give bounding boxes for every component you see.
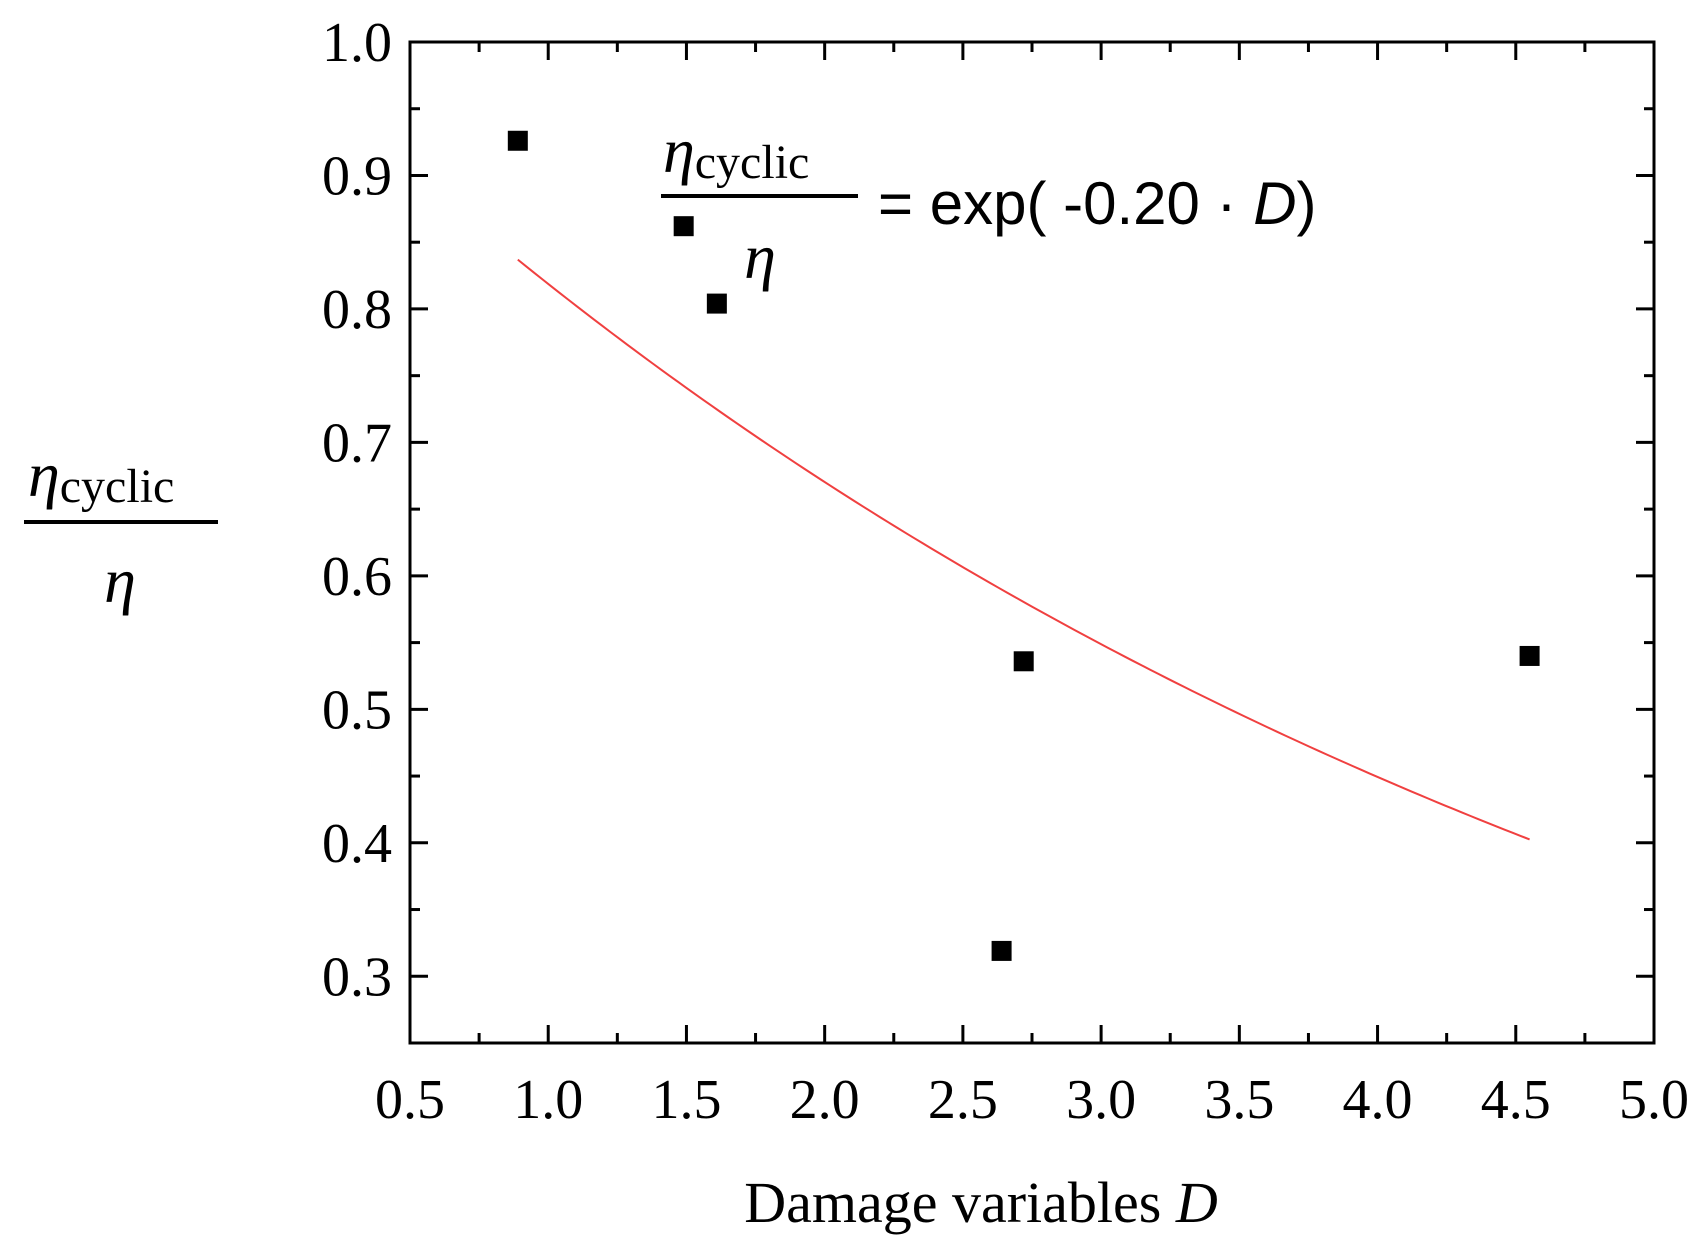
fit-equation-annotation: ηcyclic η = exp( -0.20 · D): [661, 115, 1317, 292]
equation-rhs-suffix: ): [1297, 170, 1317, 237]
data-point: [706, 293, 727, 314]
x-axis-title: Damage variables D: [744, 1170, 1218, 1235]
y-axis-title-denominator: η: [104, 545, 136, 616]
x-axis-title-variable: D: [1175, 1170, 1218, 1235]
x-tick-label: 4.0: [1343, 1069, 1413, 1131]
equation-rhs-prefix: exp( -0.20 ·: [930, 170, 1253, 237]
data-point: [1519, 645, 1540, 666]
y-axis-title-numerator-symbol: η: [28, 439, 60, 510]
y-tick-label: 0.5: [322, 679, 392, 741]
svg-text:ηcyclic: ηcyclic: [28, 439, 174, 513]
x-axis-tick-labels: 0.5 1.0 1.5 2.0 2.5 3.0 3.5 4.0 4.5 5.0: [375, 1069, 1689, 1131]
fit-curve-line: [517, 258, 1530, 841]
x-tick-label: 4.5: [1481, 1069, 1551, 1131]
y-axis-title: ηcyclic η: [24, 439, 218, 616]
x-tick-label: 1.0: [513, 1069, 583, 1131]
y-tick-label: 0.7: [322, 412, 392, 474]
x-tick-label: 2.5: [928, 1069, 998, 1131]
x-tick-label: 1.5: [651, 1069, 721, 1131]
data-points: [507, 130, 1540, 961]
equation-numerator-symbol: η: [663, 115, 695, 186]
y-axis-title-numerator-subscript: cyclic: [60, 460, 175, 513]
equation-denominator: η: [744, 221, 776, 292]
data-point: [673, 216, 694, 237]
x-tick-label: 3.0: [1066, 1069, 1136, 1131]
svg-text:= exp( -0.20 · D): = exp( -0.20 · D): [878, 170, 1317, 237]
x-tick-label: 2.0: [790, 1069, 860, 1131]
x-axis-title-text: Damage variables: [744, 1170, 1161, 1235]
data-point: [507, 130, 528, 151]
y-axis-ticks: [410, 40, 1654, 978]
equation-equals: =: [878, 170, 913, 237]
x-axis-ticks: [408, 42, 1656, 1043]
y-tick-label: 0.3: [322, 946, 392, 1008]
y-axis-tick-labels: 0.3 0.4 0.5 0.6 0.7 0.8 0.9 1.0: [322, 12, 392, 1008]
equation-rhs-variable: D: [1253, 170, 1296, 237]
y-tick-label: 0.6: [322, 546, 392, 608]
x-tick-label: 3.5: [1204, 1069, 1274, 1131]
data-point: [1013, 651, 1034, 672]
y-tick-label: 0.8: [322, 279, 392, 341]
x-tick-label: 5.0: [1619, 1069, 1689, 1131]
x-tick-label: 0.5: [375, 1069, 445, 1131]
y-tick-label: 1.0: [322, 12, 392, 74]
equation-numerator-subscript: cyclic: [695, 136, 810, 189]
y-tick-label: 0.9: [322, 145, 392, 207]
svg-text:ηcyclic: ηcyclic: [663, 115, 809, 189]
data-point: [991, 940, 1012, 961]
y-tick-label: 0.4: [322, 813, 392, 875]
